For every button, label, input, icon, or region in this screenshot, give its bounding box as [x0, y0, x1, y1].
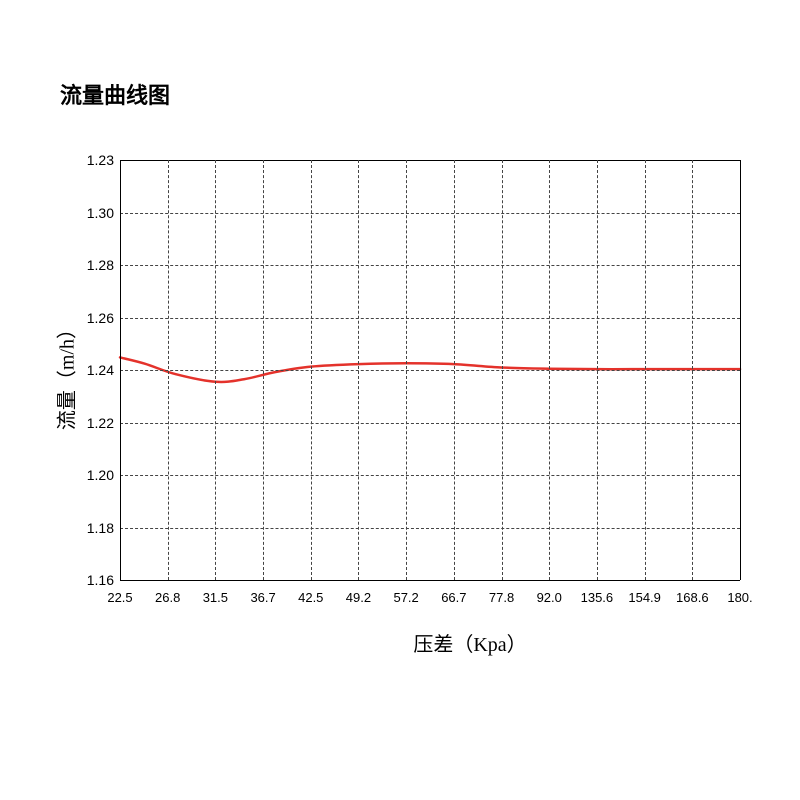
- grid-line-vertical: [406, 160, 407, 580]
- grid-line-vertical: [549, 160, 550, 580]
- plot-area: [120, 160, 740, 580]
- grid-line-vertical: [215, 160, 216, 580]
- grid-line-vertical: [454, 160, 455, 580]
- grid-line-vertical: [502, 160, 503, 580]
- x-tick-label: 77.8: [479, 590, 525, 605]
- grid-line-horizontal: [120, 423, 740, 424]
- chart-title: 流量曲线图: [60, 78, 170, 110]
- x-tick-label: 180.: [717, 590, 763, 605]
- y-tick-label: 1.26: [70, 310, 114, 326]
- x-tick-label: 22.5: [97, 590, 143, 605]
- y-tick-label: 1.30: [70, 205, 114, 221]
- x-tick-label: 57.2: [383, 590, 429, 605]
- grid-line-horizontal: [120, 528, 740, 529]
- y-tick-label: 1.23: [70, 152, 114, 168]
- y-tick-label: 1.18: [70, 520, 114, 536]
- grid-line-vertical: [120, 160, 121, 580]
- x-tick-label: 49.2: [335, 590, 381, 605]
- x-tick-label: 168.6: [669, 590, 715, 605]
- y-tick-label: 1.22: [70, 415, 114, 431]
- grid-line-vertical: [358, 160, 359, 580]
- grid-line-vertical: [692, 160, 693, 580]
- y-tick-label: 1.28: [70, 257, 114, 273]
- x-axis-label: 压差（Kpa）: [370, 628, 570, 657]
- grid-line-vertical: [263, 160, 264, 580]
- grid-line-vertical: [597, 160, 598, 580]
- x-tick-label: 42.5: [288, 590, 334, 605]
- grid-line-horizontal: [120, 475, 740, 476]
- y-tick-label: 1.20: [70, 467, 114, 483]
- x-tick-label: 135.6: [574, 590, 620, 605]
- x-tick-label: 31.5: [192, 590, 238, 605]
- grid-line-horizontal: [120, 160, 740, 161]
- y-tick-label: 1.16: [70, 572, 114, 588]
- grid-line-horizontal: [120, 213, 740, 214]
- grid-line-vertical: [311, 160, 312, 580]
- x-tick-label: 92.0: [526, 590, 572, 605]
- x-tick-label: 36.7: [240, 590, 286, 605]
- grid-line-horizontal: [120, 318, 740, 319]
- grid-line-horizontal: [120, 370, 740, 371]
- x-tick-label: 66.7: [431, 590, 477, 605]
- grid-line-vertical: [168, 160, 169, 580]
- x-tick-label: 26.8: [145, 590, 191, 605]
- chart-container: { "chart": { "type": "line", "title": "流…: [0, 0, 800, 800]
- grid-line-horizontal: [120, 580, 740, 581]
- x-tick-label: 154.9: [622, 590, 668, 605]
- y-tick-label: 1.24: [70, 362, 114, 378]
- grid-line-vertical: [645, 160, 646, 580]
- grid-line-horizontal: [120, 265, 740, 266]
- grid-line-vertical: [740, 160, 741, 580]
